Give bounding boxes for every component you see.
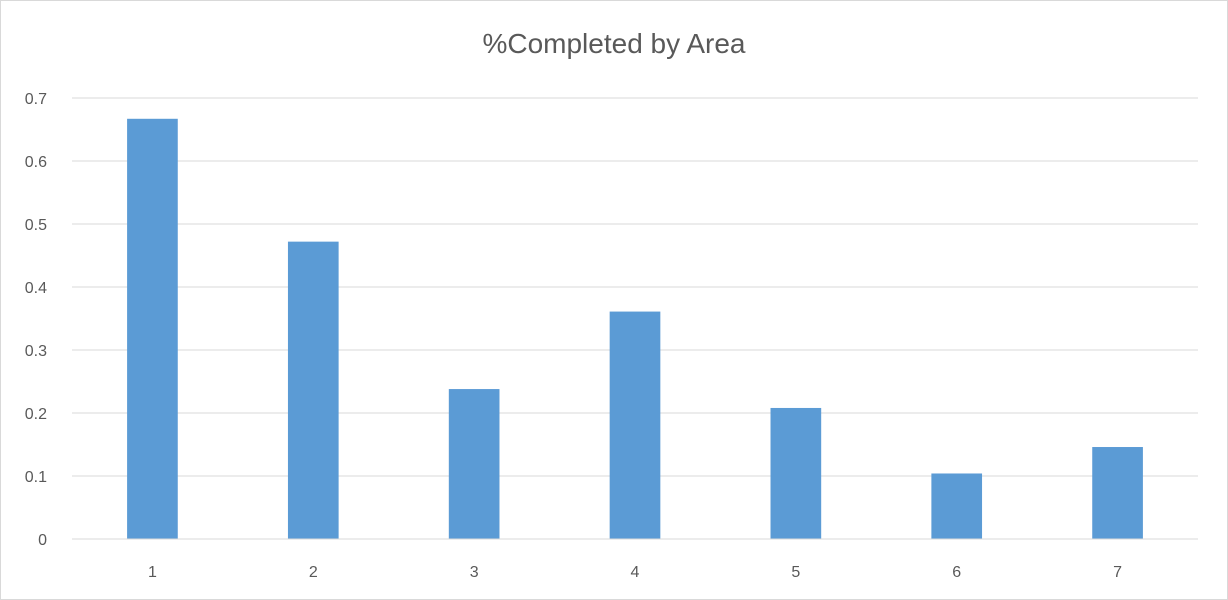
y-tick-label: 0.6 — [25, 154, 47, 171]
bar-7 — [1092, 447, 1143, 539]
bar-2 — [287, 241, 339, 539]
x-tick-label: 7 — [1113, 564, 1122, 581]
x-tick-label: 5 — [791, 564, 800, 581]
x-axis-ticks: 1 2 3 4 5 6 7 — [148, 564, 1122, 581]
y-tick-label: 0.1 — [25, 469, 47, 486]
x-tick-label: 3 — [470, 564, 479, 581]
bar-5 — [770, 407, 822, 539]
x-tick-label: 1 — [148, 564, 157, 581]
y-tick-label: 0.5 — [25, 217, 47, 234]
y-tick-label: 0.4 — [25, 280, 47, 297]
bars — [127, 118, 1143, 539]
chart-title: %Completed by Area — [482, 28, 746, 59]
x-tick-label: 6 — [952, 564, 961, 581]
y-tick-label: 0.2 — [25, 406, 47, 423]
y-tick-label: 0 — [38, 532, 47, 549]
bar-1 — [127, 118, 178, 539]
bar-6 — [931, 473, 983, 539]
x-tick-label: 2 — [309, 564, 318, 581]
bar-3 — [448, 389, 500, 539]
y-axis-ticks: 0 0.1 0.2 0.3 0.4 0.5 0.6 0.7 — [25, 91, 47, 549]
y-tick-label: 0.7 — [25, 91, 47, 108]
y-tick-label: 0.3 — [25, 343, 47, 360]
x-tick-label: 4 — [631, 564, 640, 581]
bar-4 — [609, 311, 661, 539]
